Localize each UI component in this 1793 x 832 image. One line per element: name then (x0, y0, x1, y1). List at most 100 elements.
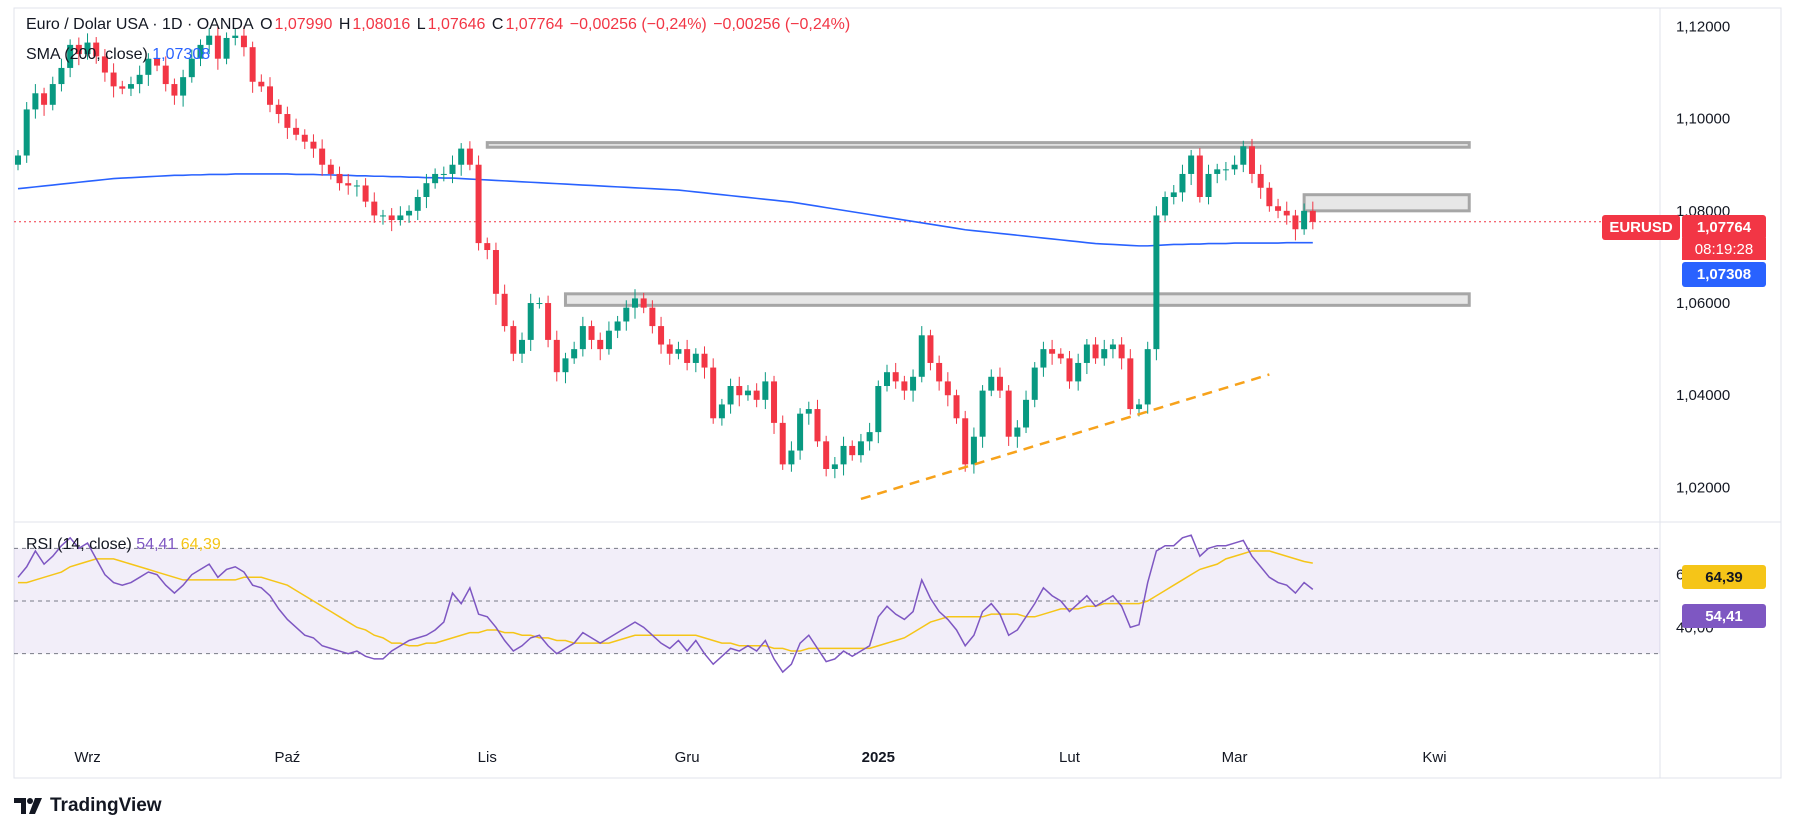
candle-body (553, 339, 560, 373)
time-axis-label: Paź (274, 749, 300, 766)
candle-body (214, 35, 221, 59)
open-label: O (260, 16, 273, 33)
time-axis-label: Gru (675, 749, 700, 766)
candle-body (1275, 206, 1282, 211)
candle-body (849, 445, 856, 456)
candle-body (857, 441, 864, 456)
open-value: 1,07990 (274, 16, 333, 33)
candle-body (353, 185, 360, 187)
candle-body (962, 418, 969, 465)
candle-body (58, 67, 65, 85)
candle-body (180, 77, 187, 96)
candle-body (631, 298, 638, 308)
tradingview-logo[interactable]: TradingView (14, 795, 162, 817)
symbol-header: Euro / Dolar USA · 1D · OANDA O 1,07990 H… (26, 16, 852, 34)
sma-legend[interactable]: SMA (200, close) 1,07308 (26, 46, 210, 64)
rsi-tag: 54,41 (1682, 604, 1766, 628)
candle-body (910, 376, 917, 391)
time-axis-label: Mar (1222, 749, 1248, 766)
candle-body (206, 35, 213, 45)
candle-body (293, 127, 300, 135)
candle-body (492, 250, 499, 294)
symbol-price-tag: EURUSD (1602, 215, 1680, 240)
bar-countdown: 08:19:28 (1682, 238, 1766, 260)
candle-body (510, 326, 517, 354)
candle-body (1023, 399, 1030, 428)
candle-body (797, 413, 804, 451)
sma-layer (17, 173, 1313, 247)
candle-body (67, 44, 74, 68)
candle-body (379, 215, 386, 217)
candle-body (875, 386, 882, 433)
candle-body (1301, 210, 1308, 230)
sma-line (17, 173, 1313, 247)
candle-body (562, 358, 569, 373)
candle-body (223, 37, 230, 59)
candle-body (414, 197, 421, 211)
candle-body (1040, 349, 1047, 368)
candle-body (605, 330, 612, 350)
candle-body (362, 185, 369, 202)
candle-body (1266, 187, 1273, 207)
rsi-legend[interactable]: RSI (14, close) 54,41 64,39 (26, 536, 221, 554)
candle-body (823, 441, 830, 469)
candle-body (1144, 349, 1151, 405)
candle-body (1127, 358, 1134, 410)
rsi-legend-label: RSI (14, close) (26, 536, 132, 553)
candle-body (927, 335, 934, 363)
candle-body (771, 381, 778, 423)
candle-body (840, 445, 847, 465)
candle-body (527, 303, 534, 340)
candle-body (119, 86, 126, 89)
candle-body (1118, 344, 1125, 359)
candle-body (110, 72, 117, 87)
candle-body (666, 344, 673, 354)
candle-body (1170, 192, 1177, 198)
candle-body (501, 293, 508, 327)
candle-body (32, 93, 39, 110)
candle-body (588, 326, 595, 340)
change-value: −0,00256 (−0,24%) (569, 16, 707, 33)
candle-body (944, 381, 951, 396)
candle-body (84, 42, 91, 55)
candle-body (988, 376, 995, 391)
candle-body (614, 321, 621, 331)
candle-body (1248, 146, 1255, 174)
candle-body (188, 58, 195, 78)
symbol-title[interactable]: Euro / Dolar USA · 1D · OANDA (26, 16, 254, 33)
candle-body (1162, 197, 1169, 216)
candle-body (397, 215, 404, 221)
candle-body (1257, 173, 1264, 188)
candle-body (1083, 344, 1090, 363)
candle-body (310, 141, 317, 149)
price-axis-label: 1,12000 (1676, 18, 1730, 35)
candle-body (484, 243, 491, 251)
candle-body (475, 164, 482, 244)
time-axis-label: Lis (478, 749, 497, 766)
candle-body (284, 114, 291, 128)
high-label: H (338, 16, 351, 33)
candle-body (1214, 169, 1221, 174)
candle-body (579, 326, 586, 350)
candle-body (892, 372, 899, 382)
price-axis-label: 1,02000 (1676, 479, 1730, 496)
candle-body (727, 386, 734, 405)
rsi-line (17, 534, 1314, 674)
candle-body (371, 201, 378, 216)
candle-body (597, 339, 604, 350)
candle-body (1153, 215, 1160, 350)
candle-body (197, 44, 204, 59)
candle-body (936, 362, 943, 382)
horizontal-zone (1302, 193, 1471, 213)
candle-body (1205, 173, 1212, 198)
candle-body (432, 173, 439, 184)
candle-body (327, 164, 334, 174)
candle-body (979, 390, 986, 437)
candle-body (1309, 210, 1316, 222)
candle-body (901, 381, 908, 391)
candle-body (519, 339, 526, 354)
candle-body (171, 84, 178, 96)
chart-frame (13, 7, 1782, 779)
high-value: 1,08016 (352, 16, 411, 33)
